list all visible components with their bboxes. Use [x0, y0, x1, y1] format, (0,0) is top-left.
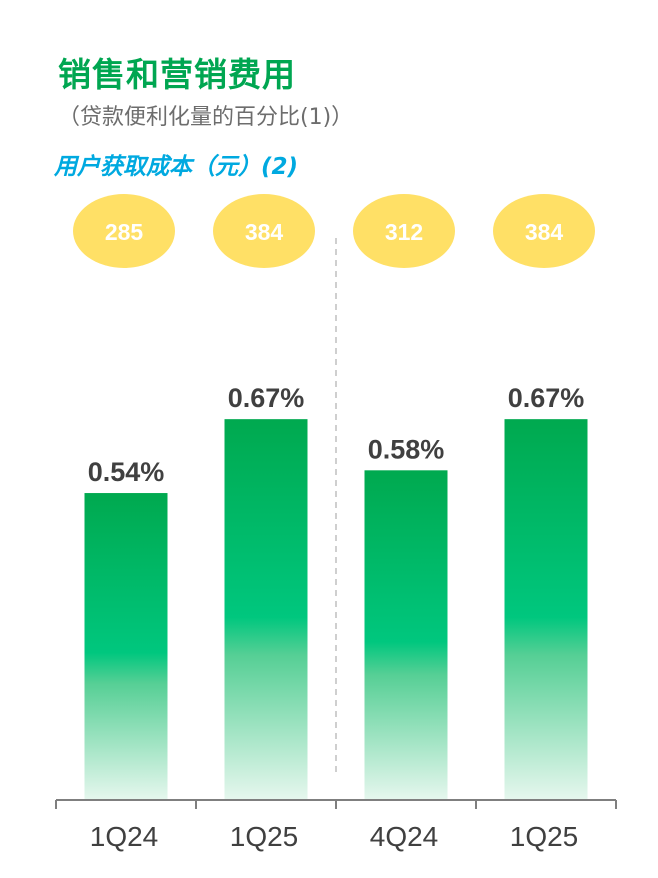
bar-1 [224, 419, 308, 800]
cac-value-2: 312 [385, 219, 423, 245]
bar-3 [504, 419, 588, 800]
bar-value-label-0: 0.54% [88, 457, 165, 487]
cac-value-3: 384 [525, 219, 564, 245]
bar-value-label-2: 0.58% [368, 434, 445, 464]
bar-value-label-1: 0.67% [228, 383, 305, 413]
cac-bubble-3 [493, 194, 595, 268]
cac-bubble-2 [353, 194, 455, 268]
x-tick-label-2: 4Q24 [370, 821, 439, 852]
bar-0 [84, 493, 168, 800]
cac-bubble-1 [213, 194, 315, 268]
cac-value-1: 384 [245, 219, 284, 245]
cac-label: 用户获取成本（元）(2) [54, 154, 299, 180]
chart-title: 销售和营销费用 [58, 55, 296, 94]
x-tick-label-1: 1Q25 [230, 821, 299, 852]
chart-subtitle: （贷款便利化量的百分比(1)） [58, 105, 354, 130]
x-tick-label-3: 1Q25 [510, 821, 579, 852]
cac-value-0: 285 [105, 219, 144, 245]
x-tick-label-0: 1Q24 [90, 821, 159, 852]
cac-bubble-0 [73, 194, 175, 268]
bar-2 [364, 470, 448, 800]
bar-value-label-3: 0.67% [508, 383, 585, 413]
